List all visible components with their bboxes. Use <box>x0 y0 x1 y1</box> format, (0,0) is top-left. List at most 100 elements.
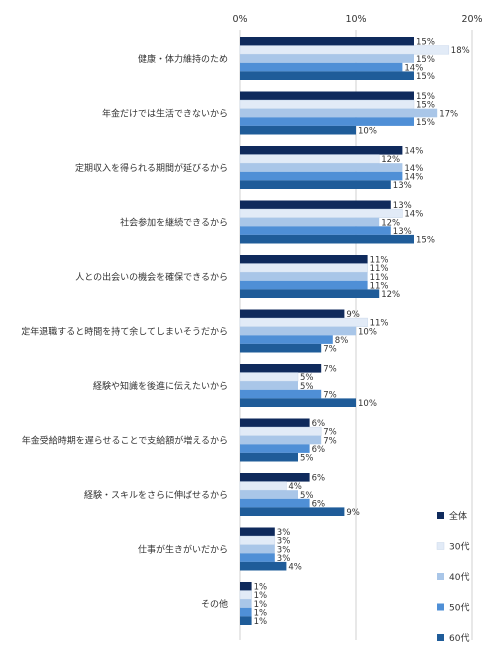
data-label: 10% <box>358 327 377 337</box>
data-label: 11% <box>370 319 389 329</box>
bar <box>240 280 368 290</box>
data-label: 1% <box>254 600 268 610</box>
data-label: 9% <box>346 508 360 518</box>
bar <box>240 389 322 399</box>
category-label: 年金受給時期を遅らせることで支給額が増えるから <box>22 435 228 447</box>
data-label: 13% <box>393 181 412 191</box>
data-label: 4% <box>288 482 302 492</box>
data-label: 6% <box>312 499 326 509</box>
category-label: 経験・スキルをさらに伸ばせるから <box>84 489 228 501</box>
legend-label: 50代 <box>449 603 469 614</box>
bar <box>239 481 287 491</box>
bar <box>240 171 403 181</box>
data-label: 6% <box>312 445 326 455</box>
data-label: 1% <box>254 608 268 618</box>
bar <box>240 335 333 344</box>
bar <box>240 452 298 462</box>
category-label: その他 <box>201 598 228 610</box>
legend-label: 60代 <box>449 633 469 644</box>
bar <box>240 125 356 135</box>
legend-swatch <box>437 603 444 611</box>
bar <box>239 263 368 273</box>
data-label: 7% <box>323 345 337 355</box>
bar <box>240 418 310 428</box>
legend-swatch <box>436 542 445 550</box>
bar <box>240 326 356 336</box>
data-label: 14% <box>404 172 423 182</box>
bar <box>240 217 380 227</box>
data-label: 15% <box>416 118 435 128</box>
bar <box>240 599 252 608</box>
data-label: 15% <box>416 101 435 111</box>
data-label: 3% <box>277 528 291 538</box>
data-label: 10% <box>358 127 377 137</box>
data-label: 1% <box>254 583 268 593</box>
bar <box>240 91 414 101</box>
bar <box>240 616 252 625</box>
data-label: 5% <box>300 382 314 392</box>
legend-swatch <box>437 634 444 641</box>
bar <box>240 309 345 319</box>
bar <box>240 473 310 482</box>
data-label: 13% <box>393 201 412 211</box>
bar <box>240 398 356 407</box>
bar <box>240 37 414 46</box>
bar <box>240 62 403 72</box>
data-label: 11% <box>370 281 389 291</box>
data-label: 11% <box>370 256 389 266</box>
bar <box>240 381 298 390</box>
category-label: 定年退職すると時間を持て余してしまいそうだから <box>21 326 228 338</box>
bar <box>240 108 438 118</box>
bar <box>240 226 391 235</box>
bar <box>240 553 275 562</box>
bar <box>240 146 403 155</box>
bar <box>240 234 414 244</box>
bar <box>239 208 403 218</box>
category-label: 人との出会いの機会を確保できるから <box>75 271 228 283</box>
data-label: 12% <box>381 218 400 228</box>
bar <box>240 498 310 508</box>
data-label: 8% <box>335 336 349 346</box>
bar <box>240 507 345 516</box>
data-label: 15% <box>416 236 435 246</box>
category-labels: 健康・体力維持のため年金だけでは生活できないから定期収入を得られる期間が延びるか… <box>21 53 228 610</box>
bar <box>239 99 415 109</box>
bar <box>240 435 322 445</box>
bar <box>240 272 368 281</box>
bar <box>239 154 380 164</box>
bars <box>239 37 450 625</box>
data-label: 18% <box>451 46 470 56</box>
bar <box>239 426 322 436</box>
data-label: 11% <box>370 273 389 283</box>
data-label: 12% <box>381 290 400 300</box>
data-label: 9% <box>346 310 360 320</box>
data-label: 15% <box>416 92 435 102</box>
data-label: 7% <box>323 428 337 438</box>
legend-label: 40代 <box>449 572 469 583</box>
data-label: 15% <box>416 38 435 48</box>
bar <box>240 54 414 63</box>
bar <box>240 444 310 453</box>
legend-swatch <box>437 573 444 580</box>
bar <box>240 544 275 554</box>
x-tick-label: 10% <box>345 14 366 25</box>
data-label: 14% <box>404 164 423 174</box>
data-label: 15% <box>416 72 435 82</box>
bar <box>240 490 298 499</box>
bar <box>239 45 450 55</box>
category-label: 年金だけでは生活できないから <box>102 108 228 120</box>
bar <box>240 71 414 80</box>
category-label: 社会参加を継続できるから <box>120 217 228 229</box>
legend-label: 30代 <box>449 542 469 553</box>
bar <box>239 535 276 545</box>
legend-label: 全体 <box>449 510 467 522</box>
bar <box>240 364 322 373</box>
value-labels: 15%18%15%14%15%15%15%17%15%10%14%12%14%1… <box>254 38 470 627</box>
category-label: 定期収入を得られる期間が延びるから <box>75 162 228 174</box>
legend: 全体 30代 40代 50代 60代 <box>436 510 469 644</box>
data-label: 7% <box>323 390 337 400</box>
bar <box>240 255 368 264</box>
data-label: 15% <box>416 55 435 65</box>
x-axis-ticks: 0% 10% 20% <box>232 14 482 25</box>
